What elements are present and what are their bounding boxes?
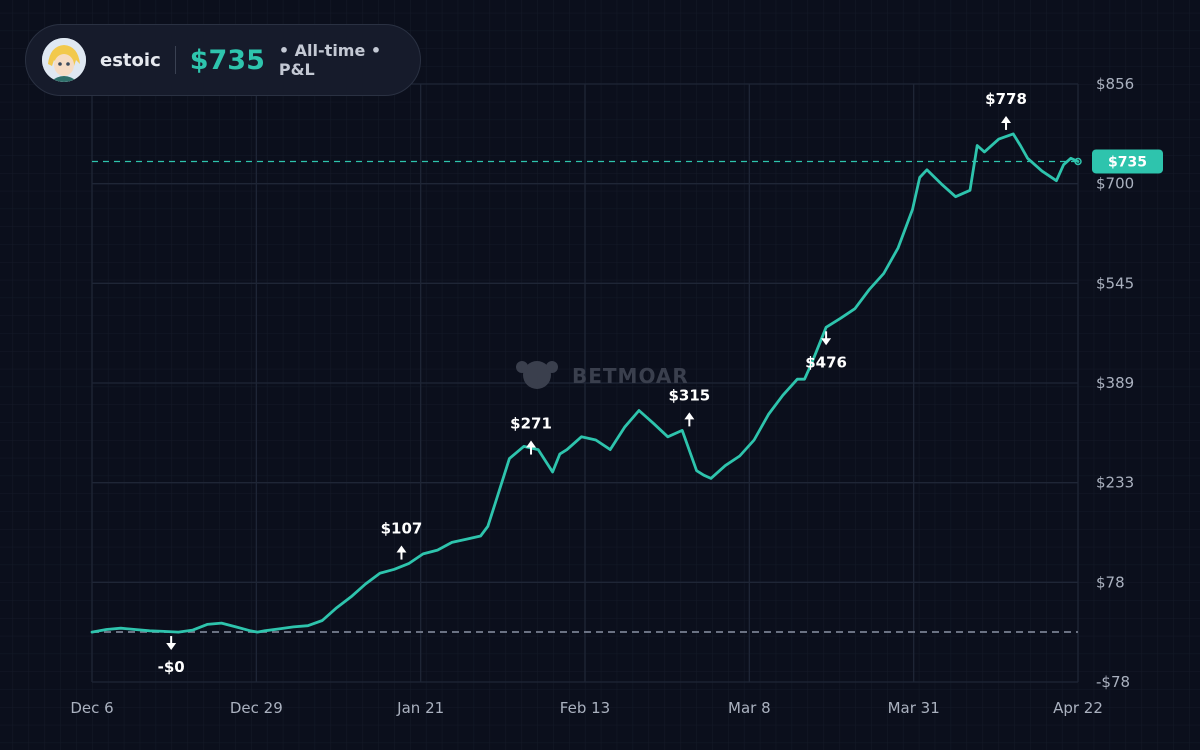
annotation-arrowhead [526,440,537,448]
annotation-arrowhead [684,412,695,420]
annotation-arrowhead [396,545,407,553]
watermark: BETMOAR [516,361,689,389]
annotation-label: $778 [985,90,1027,108]
annotation-label: -$0 [158,658,185,676]
y-tick-label: -$78 [1096,673,1130,691]
x-tick-label: Mar 8 [728,699,771,717]
current-value-tag-label: $735 [1108,154,1147,170]
annotation-arrowhead [1001,115,1012,123]
watermark-text: BETMOAR [572,364,689,388]
x-axis: Dec 6 Dec 29 Jan 21 Feb 13 Mar 8 Mar 31 Apr 22 [70,699,1103,717]
annotation: $778 [985,90,1027,130]
header-divider [174,46,176,74]
avatar[interactable] [42,38,86,82]
annotation-arrowhead [821,338,832,346]
x-tick-label: Dec 6 [70,699,113,717]
series-line-pnl [90,132,1080,634]
y-tick-label: $233 [1096,474,1134,492]
y-tick-label: $78 [1096,573,1125,591]
x-tick-label: Feb 13 [560,699,610,717]
profile-summary-pill: estoic $735 • All-time • P&L [25,24,421,96]
y-tick-label: $700 [1096,175,1134,193]
current-value-tag-bg [1092,149,1163,174]
annotation: -$0 [158,636,185,676]
x-tick-label: Jan 21 [396,699,444,717]
pnl-value: $735 [189,44,265,76]
pnl-label: • All-time • P&L [278,41,382,79]
annotations: -$0 $107 $271 $315 $476 $778 [158,90,1027,676]
y-tick-label: $856 [1096,75,1134,93]
annotation: $271 [510,415,552,455]
annotation-label: $315 [668,386,710,404]
y-tick-label: $545 [1096,274,1134,292]
current-value-dot [1074,157,1082,166]
annotation-arrowhead [166,643,177,651]
annotation: $107 [381,520,423,560]
x-tick-label: Mar 31 [888,699,940,717]
username: estoic [100,49,161,71]
current-value-tag: $735 [1074,149,1163,174]
y-tick-label: $389 [1096,374,1134,392]
x-tick-label: Dec 29 [230,699,283,717]
watermark-logo-ear-left [516,361,528,373]
watermark-logo-ear-right [546,361,558,373]
y-axis: $856 $700 $545 $389 $233 $78 -$78 [1096,75,1134,691]
annotation: $476 [805,331,847,371]
annotation-label: $476 [805,353,847,371]
annotation-label: $107 [381,520,423,538]
annotation: $315 [668,386,710,427]
watermark-logo-icon [523,361,551,389]
annotation-label: $271 [510,415,552,433]
x-tick-label: Apr 22 [1053,699,1103,717]
